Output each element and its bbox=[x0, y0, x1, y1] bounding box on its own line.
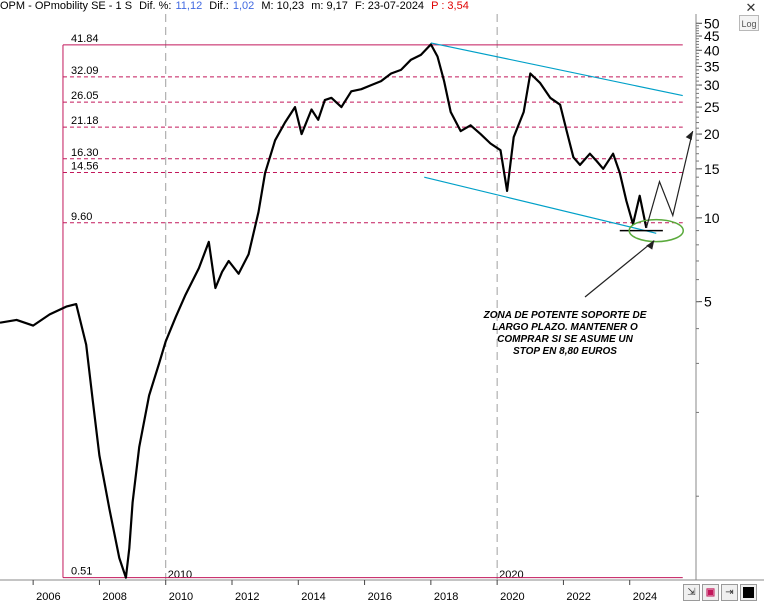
x-tick-label: 2018 bbox=[434, 591, 458, 603]
y-tick-label: 40 bbox=[704, 42, 720, 58]
annotation-arrowhead bbox=[646, 240, 655, 250]
y-tick-label: 25 bbox=[704, 99, 720, 115]
trendline bbox=[430, 42, 683, 97]
y-tick-label: 20 bbox=[704, 126, 720, 142]
year-marker-label: 2010 bbox=[168, 569, 192, 581]
projection-path bbox=[645, 130, 694, 229]
y-tick-label: 10 bbox=[704, 210, 720, 226]
x-tick-label: 2008 bbox=[102, 591, 126, 603]
level-label: 0.51 bbox=[71, 566, 92, 578]
dif-value: 1,02 bbox=[232, 0, 255, 12]
pin-icon[interactable]: ⇲ bbox=[683, 584, 700, 601]
dif-label: Dif.: bbox=[209, 0, 229, 12]
level-label: 16.30 bbox=[71, 147, 99, 159]
annotation-text-line: STOP EN 8,80 EUROS bbox=[513, 346, 617, 357]
x-tick-label: 2020 bbox=[500, 591, 524, 603]
annotation-text-line: LARGO PLAZO. MANTENER O bbox=[492, 322, 638, 333]
x-tick-label: 2012 bbox=[235, 591, 259, 603]
max-label: M: 10,23 bbox=[261, 0, 305, 12]
arrow-right-icon[interactable]: ⇥ bbox=[721, 584, 738, 601]
x-tick-label: 2010 bbox=[169, 591, 193, 603]
y-tick-label: 35 bbox=[704, 58, 720, 74]
dif-pct-label: Dif. %: bbox=[139, 0, 172, 12]
level-label: 21.18 bbox=[71, 115, 99, 127]
y-tick-label: 30 bbox=[704, 77, 720, 93]
x-tick-label: 2022 bbox=[566, 591, 590, 603]
close-icon[interactable]: ✕ bbox=[745, 0, 757, 15]
dif-pct-value: 11,12 bbox=[175, 0, 203, 12]
date-label: F: 23-07-2024 bbox=[354, 0, 425, 12]
y-tick-label: 15 bbox=[704, 161, 720, 177]
y-tick-label: 5 bbox=[704, 294, 712, 310]
level-label: 26.05 bbox=[71, 90, 99, 102]
level-label: 9.60 bbox=[71, 211, 92, 223]
min-label: m: 9,17 bbox=[311, 0, 348, 12]
x-tick-label: 2014 bbox=[301, 591, 325, 603]
year-marker-label: 2020 bbox=[499, 569, 523, 581]
level-label: 32.09 bbox=[71, 65, 99, 77]
annotation-arrow bbox=[584, 240, 655, 298]
bottom-toolbar: ⇲ ▣ ⇥ bbox=[683, 584, 764, 603]
chart-header: OPM - OPmobility SE - 1 S Dif. %: 11,12 D… bbox=[0, 0, 764, 13]
level-label: 14.56 bbox=[71, 160, 99, 172]
y-tick-label: 45 bbox=[704, 28, 720, 44]
annotation-text-line: ZONA DE POTENTE SOPORTE DE bbox=[483, 310, 647, 321]
x-tick-label: 2006 bbox=[36, 591, 60, 603]
level-label: 41.84 bbox=[71, 33, 99, 45]
log-scale-button[interactable]: Log bbox=[739, 15, 759, 31]
annotation-text-line: COMPRAR SI SE ASUME UN bbox=[497, 334, 634, 345]
save-icon[interactable]: ▣ bbox=[702, 584, 719, 601]
x-tick-label: 2024 bbox=[633, 591, 657, 603]
ticker-title: OPM - OPmobility SE - 1 S bbox=[0, 0, 133, 12]
stop-icon[interactable] bbox=[740, 584, 757, 601]
projection-arrowhead bbox=[685, 131, 693, 141]
trendline bbox=[424, 176, 657, 234]
support-ellipse bbox=[628, 218, 684, 243]
y-tick-label: 50 bbox=[704, 15, 720, 31]
price-line bbox=[0, 43, 648, 579]
p-label: P : 3,54 bbox=[431, 0, 469, 12]
x-tick-label: 2016 bbox=[368, 591, 392, 603]
